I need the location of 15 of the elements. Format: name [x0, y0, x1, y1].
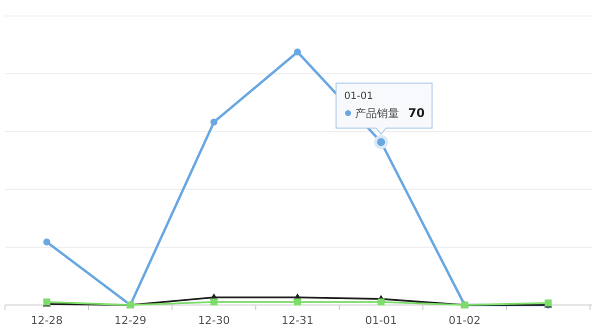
x-tick-label: 12-30	[198, 314, 230, 327]
point	[294, 48, 301, 56]
x-tick-label: 01-02	[448, 314, 481, 327]
point	[378, 298, 385, 306]
point	[210, 298, 218, 306]
x-tick-label: 12-28	[30, 314, 63, 327]
annotation: 70	[408, 106, 425, 120]
point	[294, 298, 301, 306]
point	[210, 118, 218, 126]
x-tick-label: 12-31	[282, 314, 314, 327]
annotation: 01-01	[344, 91, 374, 102]
legend-label: 产品销量	[355, 107, 400, 120]
x-tick-label: 01-01	[365, 314, 398, 327]
point	[43, 238, 50, 246]
x-tick-label: 12-29	[114, 314, 146, 327]
